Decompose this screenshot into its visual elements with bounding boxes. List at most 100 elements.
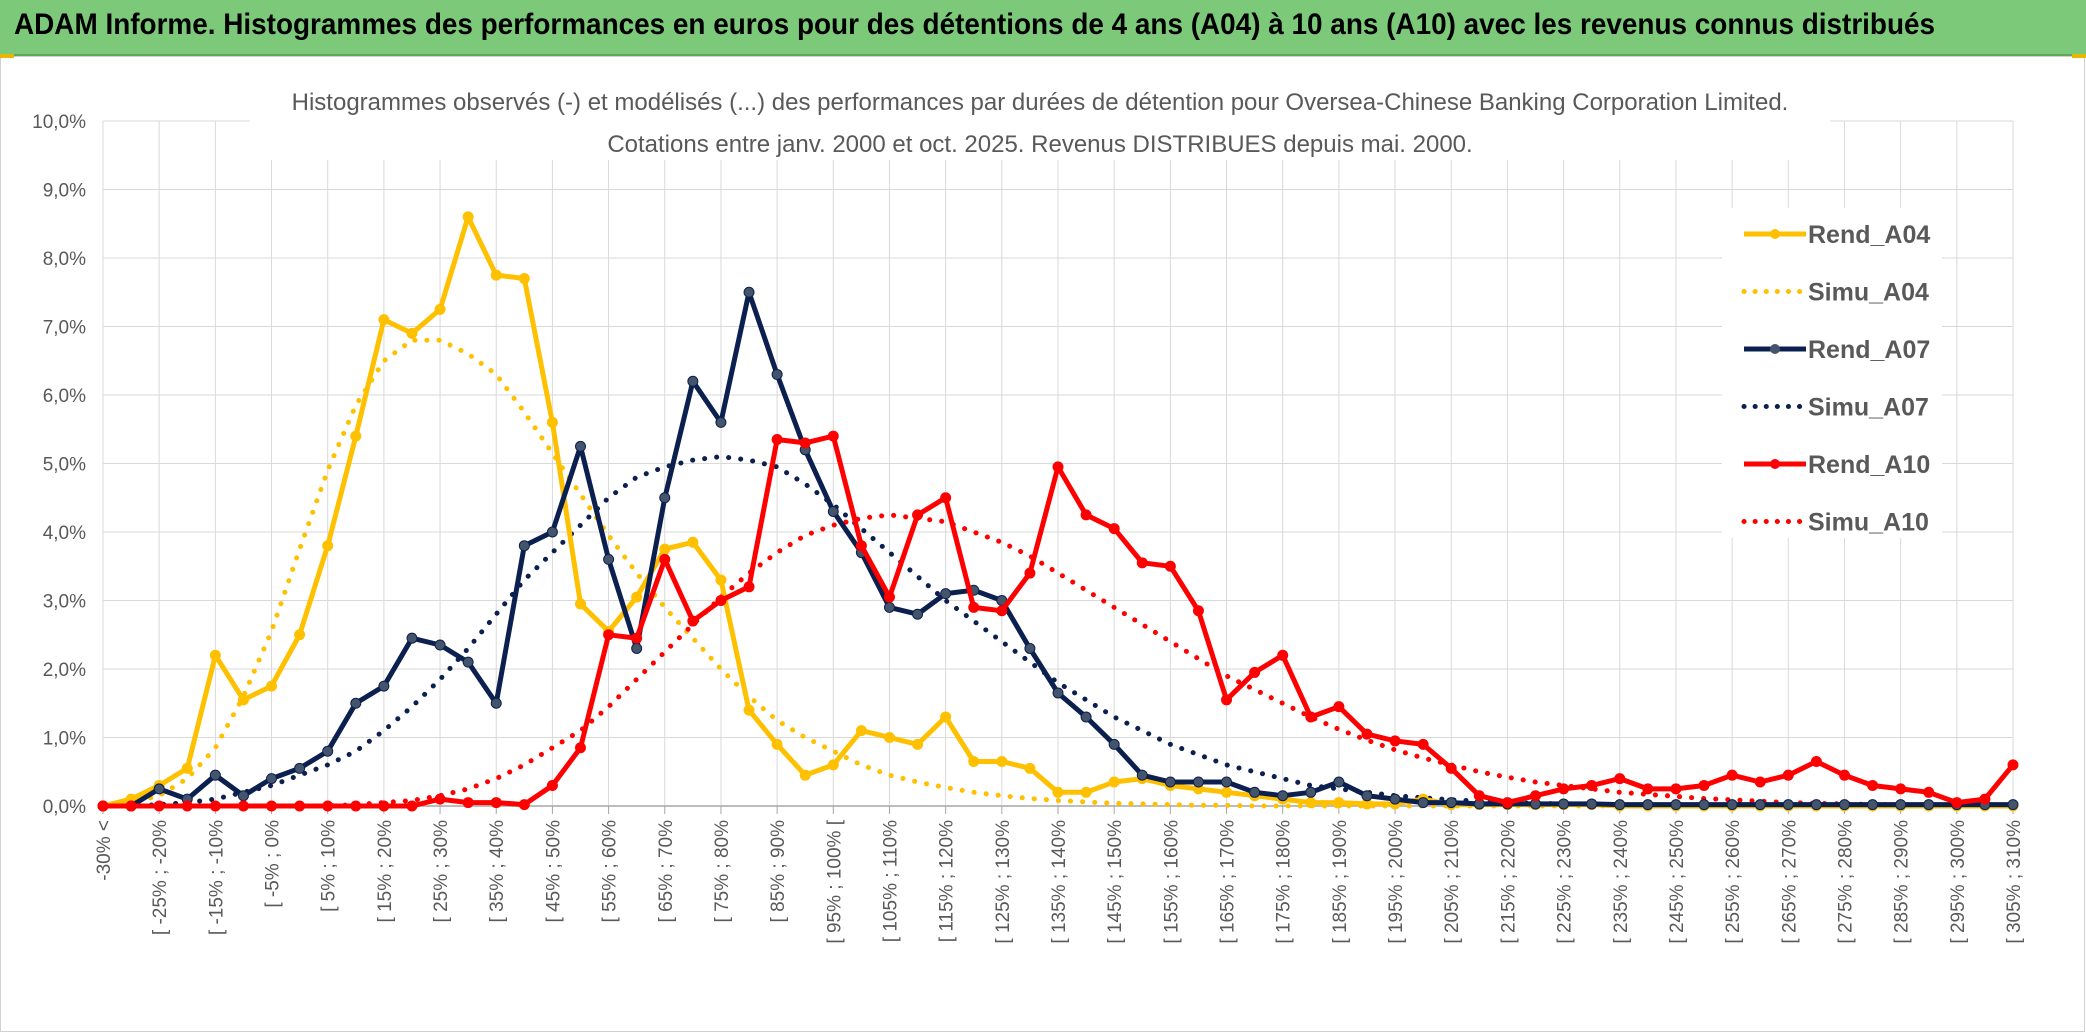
page-title: ADAM Informe. Histogrammes des performan… [14, 8, 1936, 41]
rend-a04-point [462, 211, 474, 223]
rend-a07-point [1895, 799, 1907, 811]
rend-a10-point [125, 800, 137, 812]
x-tick-label: [ 105% ; 110% [880, 820, 901, 942]
rend-a07-point [378, 680, 390, 692]
rend-a10-point [1810, 755, 1822, 767]
y-tick-label: 7,0% [43, 318, 86, 339]
x-tick-label: [ 275% ; 280% [1835, 820, 1856, 944]
rend-a10-point [687, 615, 699, 627]
x-tick-label: [ 305% ; 310% [2004, 820, 2025, 944]
x-tick-label: [ 5% ; 10% [319, 820, 340, 912]
rend-a10-point [462, 797, 474, 809]
y-tick-label: 4,0% [43, 523, 86, 544]
rend-a04-point [715, 574, 727, 586]
x-tick-label: [ -15% ; -10% [206, 820, 227, 935]
legend-marker-rend-a04 [1770, 229, 1780, 239]
rend-a07-point [322, 745, 334, 757]
rend-a07-point [1698, 799, 1710, 811]
rend-a10-point [1782, 769, 1794, 781]
rend-a04-point [855, 725, 867, 737]
y-tick-label: 10,0% [32, 112, 86, 133]
rend-a07-point [1445, 797, 1457, 809]
x-tick-label: [ 95% ; 100% [ [824, 819, 845, 943]
rend-a04-point [912, 738, 924, 750]
rend-a10-point [1417, 738, 1429, 750]
rend-a07-point [1642, 799, 1654, 811]
rend-a07-point [743, 286, 755, 298]
rend-a10-point [322, 800, 334, 812]
rend-a07-point [883, 601, 895, 613]
rend-a07-point [1782, 799, 1794, 811]
y-tick-label: 3,0% [43, 592, 86, 613]
rend-a04-point [743, 704, 755, 716]
x-tick-label: [ 145% ; 150% [1105, 820, 1126, 944]
rend-a10-point [912, 509, 924, 521]
rend-a10-point [1726, 769, 1738, 781]
rend-a07-point [687, 375, 699, 387]
x-tick-label: [ 245% ; 250% [1667, 820, 1688, 944]
rend-a04-point [940, 711, 952, 723]
x-tick-label: [ 115% ; 120% [937, 820, 958, 942]
rend-a04-point [378, 314, 390, 326]
x-tick-label: [ 205% ; 210% [1442, 820, 1463, 944]
rend-a07-point [490, 697, 502, 709]
rend-a04-point [406, 327, 418, 339]
rend-a07-point [912, 608, 924, 620]
x-tick-label: [ 85% ; 90% [768, 820, 789, 923]
y-tick-label: 1,0% [43, 729, 86, 750]
x-tick-label: [ 225% ; 230% [1555, 820, 1576, 944]
x-tick-label: [ 165% ; 170% [1218, 820, 1239, 944]
rend-a10-point [434, 793, 446, 805]
legend-label-simu-a07: Simu_A07 [1808, 394, 1929, 422]
rend-a10-point [1614, 773, 1626, 785]
legend-label-rend-a10: Rend_A10 [1808, 451, 1930, 479]
rend-a10-point [1867, 779, 1879, 791]
rend-a10-point [659, 553, 671, 565]
x-tick-label: [ 75% ; 80% [712, 820, 733, 923]
rend-a04-point [771, 738, 783, 750]
rend-a07-point [827, 505, 839, 517]
rend-a07-point [1558, 798, 1570, 810]
rend-a10-point [1221, 694, 1233, 706]
x-tick-label: [ 285% ; 290% [1892, 820, 1913, 944]
rend-a07-point [546, 526, 558, 538]
rend-a10-point [1698, 779, 1710, 791]
x-tick-label: [ 185% ; 190% [1330, 820, 1351, 944]
rend-a10-point [1670, 783, 1682, 795]
rend-a10-point [715, 595, 727, 606]
rend-a10-point [1530, 790, 1541, 802]
rend-a10-point [1333, 701, 1345, 713]
rend-a04-point [322, 540, 334, 552]
rend-a07-point [715, 416, 727, 428]
rend-a10-point [294, 800, 306, 812]
chart-frame [0, 56, 2085, 1032]
y-tick-label: 9,0% [43, 181, 86, 202]
rend-a10-point [1389, 735, 1401, 747]
rend-a10-point [209, 800, 221, 812]
rend-a07-point [1389, 793, 1401, 805]
rend-a07-point [1136, 769, 1148, 781]
rend-a10-point [883, 591, 895, 603]
x-tick-label: [ 255% ; 260% [1723, 820, 1744, 944]
rend-a07-point [350, 697, 362, 709]
rend-a04-point [434, 303, 446, 315]
rend-a10-point [1108, 523, 1120, 535]
rend-a10-point [799, 437, 811, 449]
legend: Rend_A04 Simu_A04 Rend_A07 Simu_A07 Rend_A10… [1722, 208, 1942, 538]
rend-a07-point [294, 762, 306, 774]
rend-a07-point [1052, 687, 1064, 699]
rend-a07-point [462, 656, 474, 668]
rend-a10-point [603, 629, 615, 641]
x-tick-label: [ 155% ; 160% [1161, 820, 1182, 944]
rend-a07-point [1670, 799, 1682, 811]
rend-a04-point [294, 629, 306, 641]
rend-a10-point [1052, 461, 1064, 473]
rend-a10-point [406, 800, 418, 812]
x-tick-label: [ 135% ; 140% [1049, 820, 1070, 944]
legend-label-simu-a10: Simu_A10 [1808, 509, 1929, 537]
x-tick-label: [ 35% ; 40% [487, 820, 508, 923]
rend-a04-point [827, 759, 839, 771]
legend-marker-rend-a10 [1770, 459, 1780, 469]
rend-a07-point [434, 639, 446, 651]
rend-a04-point [546, 416, 558, 428]
